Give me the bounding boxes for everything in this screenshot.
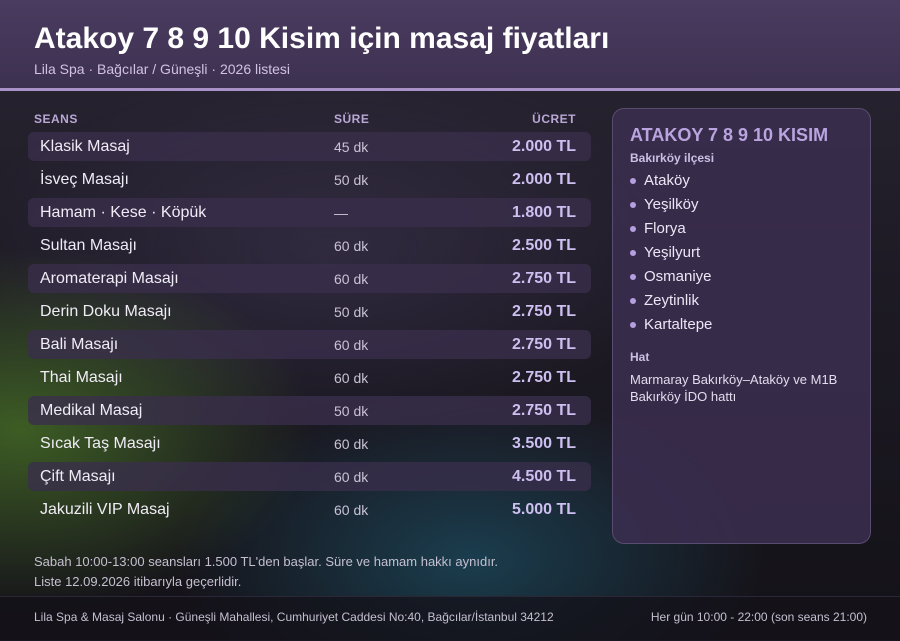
bullet-icon [630, 202, 636, 208]
table-row: Hamam · Kese · Köpük — 1.800 TL [28, 198, 591, 227]
note-line: Liste 12.09.2026 itibarıyla geçerlidir. [34, 574, 242, 589]
price-table: Klasik Masaj 45 dk 2.000 TL İsveç Masajı… [28, 132, 591, 528]
list-item: Yeşilyurt [630, 244, 712, 268]
session-name: Jakuzili VIP Masaj [40, 501, 170, 518]
session-duration: 60 dk [334, 238, 369, 254]
session-price: 2.750 TL [511, 402, 576, 419]
column-header-session: SEANS [34, 112, 78, 126]
area-list: Ataköy Yeşilköy Florya Yeşilyurt Osmaniy… [630, 172, 712, 340]
session-price: 5.000 TL [511, 501, 576, 518]
session-duration: 60 dk [334, 370, 369, 386]
page-subtitle: Lila Spa · Bağcılar / Güneşli · 2026 lis… [34, 61, 291, 77]
session-duration: 60 dk [334, 469, 369, 485]
session-name: Sıcak Taş Masajı [40, 435, 161, 452]
note-line: Sabah 10:00-13:00 seansları 1.500 TL'den… [34, 554, 499, 569]
table-row: Sultan Masajı 60 dk 2.500 TL [28, 231, 591, 260]
list-item: Florya [630, 220, 712, 244]
page-footer: Lila Spa & Masaj Salonu · Güneşli Mahall… [0, 596, 900, 641]
session-price: 3.500 TL [511, 435, 576, 452]
area-name: Kartaltepe [644, 316, 713, 333]
bullet-icon [630, 178, 636, 184]
page-title: Atakoy 7 8 9 10 Kisim için masaj fiyatla… [34, 22, 610, 55]
session-name: Sultan Masajı [40, 237, 137, 254]
session-duration: 60 dk [334, 502, 369, 518]
session-price: 2.750 TL [511, 270, 576, 287]
table-row: Aromaterapi Masajı 60 dk 2.750 TL [28, 264, 591, 293]
list-item: Osmaniye [630, 268, 712, 292]
footer-address: Lila Spa & Masaj Salonu · Güneşli Mahall… [34, 610, 554, 624]
session-name: Aromaterapi Masajı [40, 270, 179, 287]
area-name: Yeşilyurt [644, 244, 701, 261]
district-label: Bakırköy ilçesi [630, 151, 715, 165]
session-name: Medikal Masaj [40, 402, 143, 419]
transit-text: Marmaray Bakırköy–Ataköy ve M1B Bakırköy… [630, 372, 838, 404]
column-header-duration: SÜRE [334, 112, 370, 126]
session-name: Derin Doku Masajı [40, 303, 172, 320]
session-price: 2.750 TL [511, 303, 576, 320]
session-duration: 60 dk [334, 337, 369, 353]
session-duration: 60 dk [334, 436, 369, 452]
session-name: Bali Masajı [40, 336, 119, 353]
bullet-icon [630, 274, 636, 280]
table-row: Derin Doku Masajı 50 dk 2.750 TL [28, 297, 591, 326]
session-name: Çift Masajı [40, 468, 116, 485]
area-name: Ataköy [644, 172, 690, 189]
session-duration: 60 dk [334, 271, 369, 287]
table-row: Thai Masajı 60 dk 2.750 TL [28, 363, 591, 392]
session-duration: 50 dk [334, 172, 369, 188]
price-note: Sabah 10:00-13:00 seansları 1.500 TL'den… [34, 552, 594, 592]
table-row: Bali Masajı 60 dk 2.750 TL [28, 330, 591, 359]
bullet-icon [630, 298, 636, 304]
session-price: 1.800 TL [511, 204, 576, 221]
area-name: Osmaniye [644, 268, 712, 285]
table-row: Sıcak Taş Masajı 60 dk 3.500 TL [28, 429, 591, 458]
bullet-icon [630, 322, 636, 328]
session-duration: 45 dk [334, 139, 369, 155]
area-name: Florya [644, 220, 686, 237]
bullet-icon [630, 226, 636, 232]
session-duration: — [334, 205, 348, 221]
area-name: Zeytinlik [644, 292, 700, 309]
session-price: 2.750 TL [511, 336, 576, 353]
table-row: Medikal Masaj 50 dk 2.750 TL [28, 396, 591, 425]
location-panel: ATAKOY 7 8 9 10 KISIM Bakırköy ilçesi At… [612, 108, 871, 544]
table-row: Jakuzili VIP Masaj 60 dk 5.000 TL [28, 495, 591, 524]
session-duration: 50 dk [334, 304, 369, 320]
table-row: Çift Masajı 60 dk 4.500 TL [28, 462, 591, 491]
session-name: İsveç Masajı [40, 171, 129, 188]
session-price: 2.500 TL [511, 237, 576, 254]
session-name: Hamam · Kese · Köpük [40, 204, 207, 221]
session-duration: 50 dk [334, 403, 369, 419]
column-header-price: ÜCRET [532, 112, 576, 126]
page-header: Atakoy 7 8 9 10 Kisim için masaj fiyatla… [0, 0, 900, 91]
session-price: 4.500 TL [511, 468, 576, 485]
location-title: ATAKOY 7 8 9 10 KISIM [630, 125, 829, 145]
transit-label: Hat [630, 350, 650, 364]
list-item: Kartaltepe [630, 316, 712, 340]
footer-hours: Her gün 10:00 - 22:00 (son seans 21:00) [650, 610, 867, 624]
session-name: Thai Masajı [40, 369, 123, 386]
table-row: Klasik Masaj 45 dk 2.000 TL [28, 132, 591, 161]
bullet-icon [630, 250, 636, 256]
session-price: 2.000 TL [511, 138, 576, 155]
list-item: Zeytinlik [630, 292, 712, 316]
list-item: Ataköy [630, 172, 712, 196]
list-item: Yeşilköy [630, 196, 712, 220]
area-name: Yeşilköy [644, 196, 699, 213]
session-price: 2.000 TL [511, 171, 576, 188]
session-name: Klasik Masaj [40, 138, 130, 155]
session-price: 2.750 TL [511, 369, 576, 386]
table-row: İsveç Masajı 50 dk 2.000 TL [28, 165, 591, 194]
